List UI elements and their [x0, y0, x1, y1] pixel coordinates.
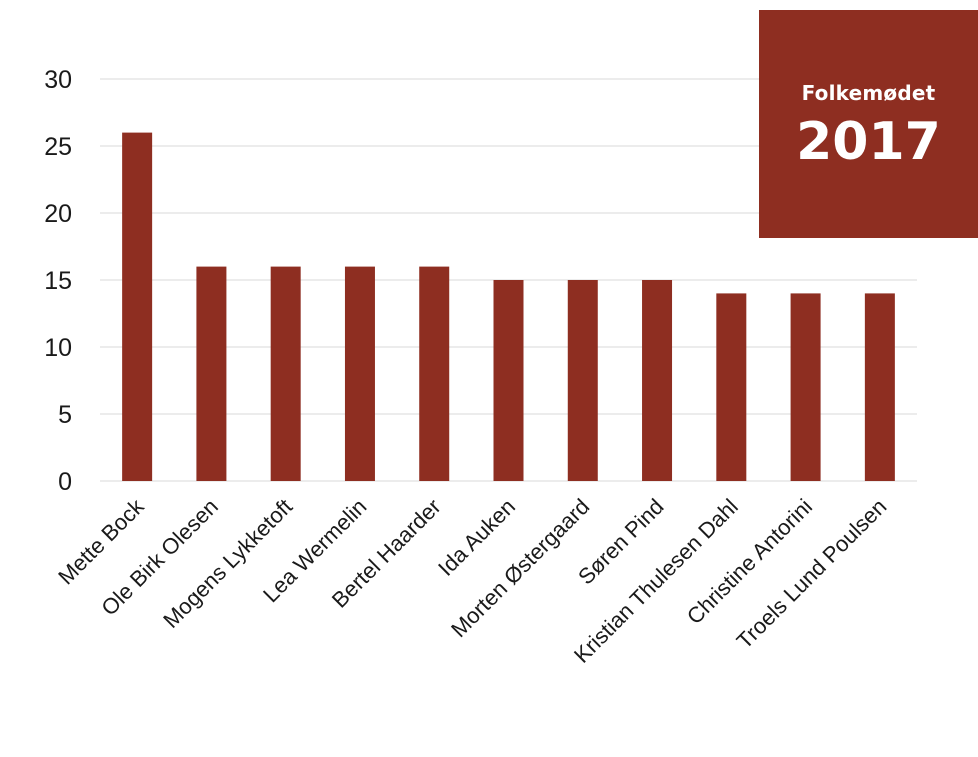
y-tick-label: 25 [44, 133, 72, 161]
x-tick-label: Morten Østergaard [446, 494, 594, 642]
y-tick-label: 5 [58, 401, 72, 429]
y-tick-label: 30 [44, 66, 72, 94]
bar-6 [493, 280, 524, 481]
badge-event-name: Folkemødet [801, 81, 936, 105]
y-tick-label: 15 [44, 267, 72, 295]
x-tick-label: Christine Antorini [682, 494, 817, 629]
bar-7 [567, 280, 598, 481]
bar-4 [344, 266, 375, 481]
bar-1 [122, 132, 153, 481]
x-tick-label: Mogens Lykketoft [158, 494, 297, 633]
y-axis-tick-labels: 0 5 10 15 20 25 30 [44, 66, 72, 496]
badge-year: 2017 [796, 112, 941, 172]
bar-8 [642, 280, 673, 481]
bar-3 [270, 266, 301, 481]
x-tick-label: Troels Lund Poulsen [732, 494, 892, 654]
y-tick-label: 10 [44, 334, 72, 362]
bars [122, 132, 895, 481]
bar-5 [419, 266, 450, 481]
y-tick-label: 0 [58, 468, 72, 496]
bar-2 [196, 266, 227, 481]
bar-11 [864, 293, 895, 481]
event-badge: Folkemødet 2017 [759, 10, 978, 238]
y-tick-label: 20 [44, 200, 72, 228]
bar-9 [716, 293, 747, 481]
bar-10 [790, 293, 821, 481]
